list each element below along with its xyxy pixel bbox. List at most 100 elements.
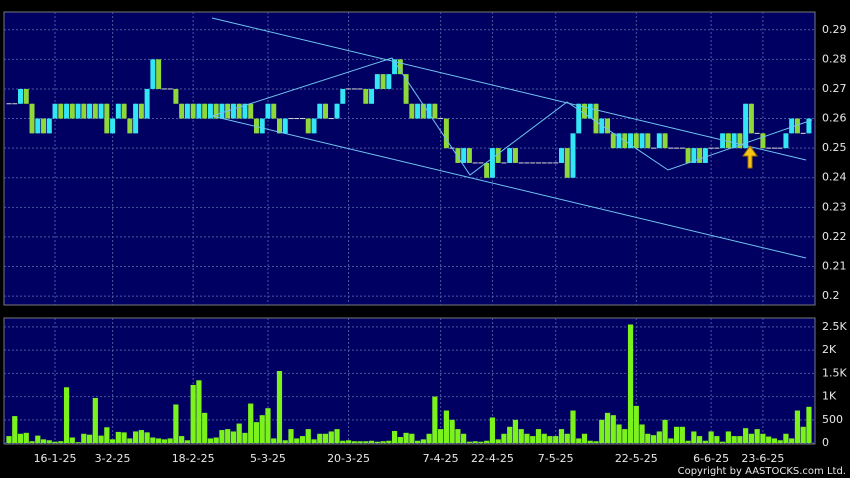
candle-body	[587, 103, 593, 119]
volume-bar	[409, 433, 415, 444]
candle-body	[144, 88, 150, 119]
volume-bar	[265, 408, 271, 444]
candle-body	[265, 103, 271, 119]
candle-body	[725, 133, 731, 149]
volume-bar	[766, 436, 772, 444]
candle-body	[259, 118, 265, 134]
candle-body	[582, 103, 587, 119]
trend-lines	[211, 17, 813, 259]
candle-body	[242, 103, 248, 119]
candle-body	[800, 132, 806, 134]
volume-bar	[489, 417, 496, 444]
candle-body	[317, 103, 323, 119]
volume-bar	[213, 437, 219, 444]
volume-bar	[587, 440, 593, 444]
volume-bar	[86, 434, 93, 444]
volume-bar	[23, 432, 29, 444]
volume-bar	[63, 387, 70, 444]
volume-bar	[328, 431, 334, 444]
volume-bar	[138, 430, 144, 444]
candle-body	[685, 148, 691, 163]
candle-body	[340, 88, 346, 104]
volume-bar	[725, 431, 731, 444]
candle-body	[363, 88, 369, 104]
volume-bar	[512, 419, 519, 444]
candle-body	[276, 118, 282, 134]
candle-body	[167, 88, 173, 90]
volume-bar	[236, 423, 242, 444]
candle-body	[547, 162, 553, 164]
x-tick-label: 5-3-25	[250, 452, 286, 465]
candle-body	[438, 118, 444, 120]
volume-bar	[133, 431, 139, 444]
candle-body	[507, 148, 513, 163]
candle-body	[386, 74, 392, 89]
candle-body	[777, 147, 783, 149]
volume-bar	[271, 438, 277, 444]
volume-bar	[357, 441, 363, 444]
volume-bar	[340, 440, 346, 444]
volume-bar	[426, 433, 432, 444]
volume-bar	[225, 429, 231, 444]
candle-body	[35, 118, 41, 134]
volume-bar	[748, 433, 754, 444]
candle-body	[593, 103, 599, 134]
candle-body	[645, 133, 651, 149]
volume-bar	[121, 432, 127, 444]
volume-bar	[288, 429, 294, 444]
volume-bar	[541, 433, 547, 444]
volume-bar	[317, 433, 323, 444]
copyright: Copyright by AASTOCKS.com Ltd.	[678, 466, 846, 477]
candle-body	[662, 133, 668, 149]
candle-body	[489, 148, 495, 178]
volume-bar	[432, 396, 438, 444]
candle-body	[288, 118, 294, 120]
channel-lower	[211, 115, 807, 259]
volume-bar	[380, 441, 386, 444]
candle-body	[766, 147, 772, 149]
candle-body	[432, 103, 438, 119]
candle-body	[282, 118, 288, 134]
candle-body	[305, 118, 311, 134]
volume-bar	[558, 429, 565, 444]
volume-bar	[115, 431, 121, 444]
candle-body	[58, 103, 64, 119]
candle-body	[472, 162, 478, 164]
volume-bar	[305, 429, 311, 444]
y-tick-label: 0	[822, 436, 829, 449]
volume-bar	[771, 438, 778, 444]
candle-body	[564, 148, 570, 178]
volume-bar	[144, 432, 150, 444]
volume-bar	[472, 441, 478, 444]
volume-bar	[535, 429, 542, 444]
candle-body	[771, 147, 777, 149]
candle-body	[69, 103, 75, 119]
volume-bar	[299, 436, 306, 444]
volume-bar	[81, 433, 87, 444]
volume-bar	[322, 433, 329, 444]
volume-bar	[334, 429, 340, 444]
volume-bar	[104, 427, 110, 444]
candle-body	[150, 59, 156, 89]
volume-bar	[109, 439, 116, 444]
volume-bar	[351, 441, 357, 444]
candle-body	[380, 74, 386, 89]
volume-bar	[17, 433, 24, 444]
candle-body	[541, 162, 547, 164]
candle-body	[466, 148, 472, 163]
candle-body	[6, 103, 12, 105]
candle-body	[409, 103, 415, 119]
candle-body	[311, 118, 317, 134]
volume-bar	[167, 438, 173, 444]
volume-bar	[150, 437, 156, 444]
candle-body	[346, 88, 352, 90]
candle-body	[558, 148, 564, 163]
volume-bar	[484, 440, 490, 444]
candle-body	[748, 103, 754, 134]
candle-body	[357, 88, 363, 90]
candle-body	[179, 103, 185, 119]
volume-bar	[501, 433, 507, 444]
x-tick-label: 18-2-25	[172, 452, 215, 465]
